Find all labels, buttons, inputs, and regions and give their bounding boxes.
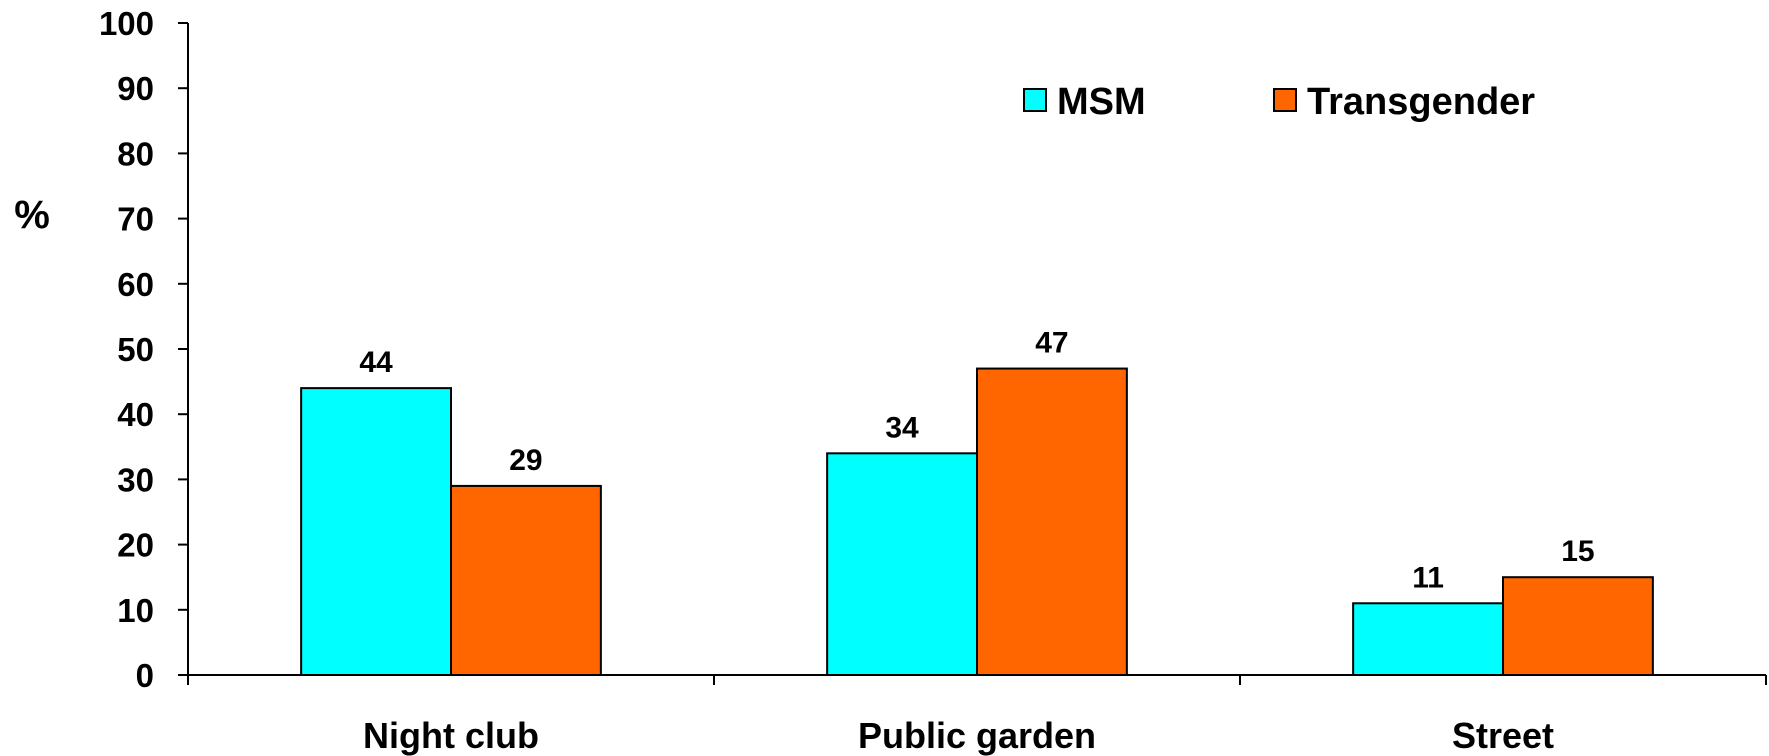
legend-swatch-transgender — [1273, 88, 1297, 112]
legend: MSM Transgender — [1023, 81, 1535, 123]
y-tick-label: 60 — [117, 266, 154, 303]
bar-transgender — [1502, 576, 1654, 677]
y-tick-label: 10 — [117, 592, 154, 629]
bar-msm — [1352, 602, 1504, 677]
data-label: 44 — [359, 346, 393, 379]
bars — [300, 367, 1654, 677]
y-axis-title: % — [14, 193, 50, 237]
data-labels: 44 34 11 29 47 15 — [359, 327, 1594, 595]
x-category-label: Public garden — [858, 715, 1096, 756]
y-tick-label: 50 — [117, 331, 154, 368]
legend-swatch-msm — [1023, 88, 1047, 112]
y-tick-label: 40 — [117, 396, 154, 433]
y-tick-label: 90 — [117, 70, 154, 107]
y-tick-label: 70 — [117, 201, 154, 238]
data-label: 47 — [1035, 327, 1068, 360]
y-tick-label: 30 — [117, 461, 154, 498]
bar-msm — [300, 387, 453, 676]
bar-transgender — [976, 367, 1128, 676]
data-label: 11 — [1412, 561, 1444, 594]
bar-transgender — [450, 484, 602, 677]
data-label: 29 — [509, 444, 542, 477]
data-label: 15 — [1561, 535, 1594, 568]
x-category-label: Street — [1452, 715, 1554, 756]
bar-msm — [826, 452, 978, 676]
x-axis: Night club Public garden Street — [187, 674, 1767, 756]
y-tick-label: 0 — [136, 657, 154, 694]
y-tick-label: 80 — [117, 135, 154, 172]
y-tick-label: 20 — [117, 527, 154, 564]
y-axis: 0 10 20 30 40 50 60 70 80 90 100 — [99, 5, 189, 694]
legend-label-transgender: Transgender — [1307, 81, 1535, 123]
x-category-label: Night club — [363, 715, 539, 756]
y-tick-label: 100 — [99, 5, 154, 42]
legend-label-msm: MSM — [1057, 81, 1146, 123]
data-label: 34 — [885, 411, 919, 444]
